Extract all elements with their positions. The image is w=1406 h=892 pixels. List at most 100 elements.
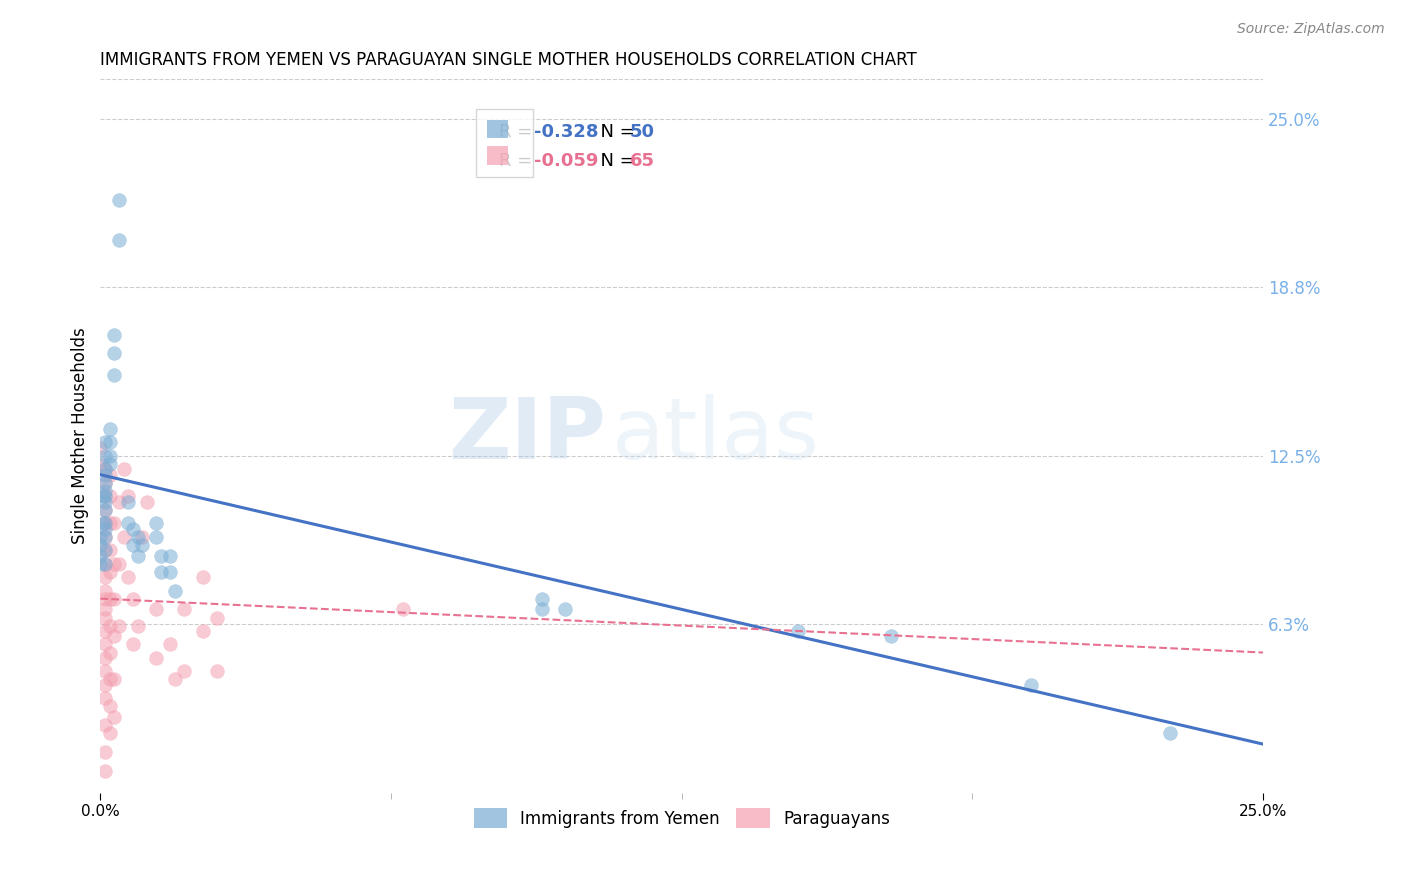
Point	[94, 475, 117, 490]
Point	[108, 494, 131, 508]
Y-axis label: Single Mother Households: Single Mother Households	[72, 327, 89, 544]
Point	[127, 530, 149, 544]
Point	[122, 591, 145, 606]
Point	[108, 618, 131, 632]
Point	[98, 699, 121, 714]
Text: 50: 50	[630, 123, 654, 141]
Point	[880, 629, 903, 643]
Point	[94, 502, 117, 516]
Point	[1019, 678, 1042, 692]
Point	[191, 570, 214, 584]
Point	[531, 602, 554, 616]
Point	[98, 449, 121, 463]
Point	[145, 516, 167, 531]
Point	[94, 502, 117, 516]
Point	[94, 764, 117, 778]
Point	[98, 467, 121, 482]
Text: R =: R =	[499, 123, 538, 141]
Point	[1159, 726, 1181, 740]
Point	[103, 516, 125, 531]
Point	[94, 483, 117, 498]
Point	[94, 624, 117, 638]
Point	[108, 233, 131, 247]
Point	[103, 327, 125, 342]
Text: Source: ZipAtlas.com: Source: ZipAtlas.com	[1237, 22, 1385, 37]
Point	[98, 516, 121, 531]
Point	[159, 565, 181, 579]
Point	[89, 538, 111, 552]
Point	[205, 665, 228, 679]
Point	[112, 530, 135, 544]
Point	[145, 602, 167, 616]
Point	[89, 530, 111, 544]
Text: atlas: atlas	[612, 394, 820, 477]
Point	[103, 368, 125, 382]
Point	[94, 745, 117, 759]
Point	[149, 565, 172, 579]
Point	[122, 522, 145, 536]
Point	[391, 602, 413, 616]
Text: IMMIGRANTS FROM YEMEN VS PARAGUAYAN SINGLE MOTHER HOUSEHOLDS CORRELATION CHART: IMMIGRANTS FROM YEMEN VS PARAGUAYAN SING…	[100, 51, 917, 69]
Point	[122, 637, 145, 651]
Point	[94, 516, 117, 531]
Point	[159, 549, 181, 563]
Point	[89, 557, 111, 571]
Text: N =: N =	[589, 152, 640, 169]
Point	[98, 673, 121, 687]
Point	[103, 710, 125, 724]
Point	[98, 565, 121, 579]
Point	[122, 538, 145, 552]
Point	[91, 489, 114, 503]
Point	[94, 637, 117, 651]
Point	[173, 665, 195, 679]
Point	[94, 516, 117, 531]
Point	[531, 591, 554, 606]
Point	[94, 591, 117, 606]
Point	[103, 346, 125, 360]
Point	[94, 557, 117, 571]
Point	[94, 494, 117, 508]
Point	[94, 678, 117, 692]
Point	[159, 637, 181, 651]
Point	[98, 422, 121, 436]
Text: ZIP: ZIP	[449, 394, 606, 477]
Text: -0.328: -0.328	[534, 123, 599, 141]
Point	[554, 602, 576, 616]
Point	[173, 602, 195, 616]
Point	[205, 610, 228, 624]
Point	[94, 522, 117, 536]
Point	[94, 489, 117, 503]
Point	[94, 691, 117, 706]
Point	[103, 673, 125, 687]
Point	[94, 651, 117, 665]
Point	[94, 718, 117, 732]
Point	[94, 530, 117, 544]
Point	[103, 591, 125, 606]
Point	[94, 475, 117, 490]
Point	[131, 530, 153, 544]
Point	[94, 583, 117, 598]
Point	[117, 494, 139, 508]
Text: 65: 65	[630, 152, 654, 169]
Point	[94, 665, 117, 679]
Point	[94, 602, 117, 616]
Point	[98, 591, 121, 606]
Point	[787, 624, 810, 638]
Point	[94, 543, 117, 558]
Point	[94, 467, 117, 482]
Point	[149, 549, 172, 563]
Point	[94, 435, 117, 450]
Point	[94, 462, 117, 476]
Point	[98, 489, 121, 503]
Point	[163, 583, 186, 598]
Point	[145, 651, 167, 665]
Point	[94, 449, 117, 463]
Point	[94, 610, 117, 624]
Point	[108, 557, 131, 571]
Point	[135, 494, 157, 508]
Point	[127, 549, 149, 563]
Point	[98, 435, 121, 450]
Text: N =: N =	[589, 123, 640, 141]
Point	[103, 557, 125, 571]
Point	[117, 570, 139, 584]
